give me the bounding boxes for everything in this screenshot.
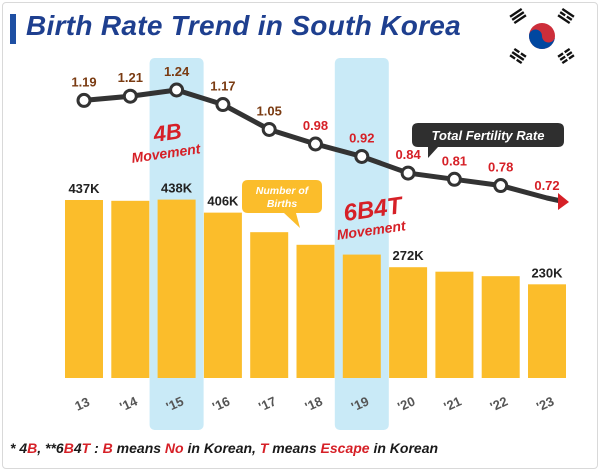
fertility-label-6: 0.98 (303, 118, 328, 133)
fertility-label-3: 1.24 (164, 64, 190, 79)
title-accent-bar (10, 14, 16, 44)
births-callout-bubble (242, 180, 322, 228)
fertility-label-5: 1.05 (257, 103, 282, 118)
x-tick-label-5: '17 (256, 393, 278, 414)
fertility-point-6 (308, 136, 323, 152)
fertility-point-8 (400, 165, 416, 181)
bar-label-1: 437K (68, 181, 100, 196)
bar-11 (528, 284, 566, 378)
fertility-label-11: 0.72 (534, 178, 559, 193)
chart-area: 437K 438K 406K 272K 230K 13 '14 '15 '16 '17 '18 '19… (65, 58, 569, 430)
fertility-callout-bubble (412, 123, 564, 158)
x-tick-label-6: '18 (303, 393, 325, 414)
bar-7 (342, 254, 381, 378)
bar-4 (203, 212, 242, 378)
fertility-callout-text: Total Fertility Rate (432, 128, 545, 143)
movement-label-1: 4B (151, 118, 183, 147)
bar-label-11: 230K (531, 265, 563, 280)
bar-6 (296, 244, 335, 378)
fertility-line-arrowhead (558, 193, 569, 210)
births-callout-text-2: Births (267, 198, 297, 210)
bar-label-8: 272K (393, 248, 425, 263)
fertility-line (81, 87, 564, 204)
fertility-label-9: 0.81 (442, 153, 467, 168)
fertility-label-10: 0.78 (488, 160, 513, 175)
x-tick-label-3: '15 (164, 393, 186, 414)
bar-3 (157, 199, 196, 378)
bar-10 (481, 276, 520, 378)
x-tick-label-9: '21 (441, 393, 463, 414)
x-tick-label-11: '23 (534, 393, 556, 414)
bar-2 (111, 200, 150, 378)
footnote: * 4B, **6B4T : B means No in Korean, T m… (10, 440, 439, 456)
fertility-point-10 (493, 178, 509, 194)
fertility-point-1 (76, 92, 92, 108)
fertility-point-4 (215, 97, 231, 113)
fertility-point-3 (169, 82, 185, 98)
bar-label-4: 406K (207, 194, 239, 209)
fertility-label-2: 1.21 (118, 70, 143, 85)
x-tick-label-4: '16 (210, 393, 232, 414)
bar-label-3: 438K (161, 181, 193, 196)
x-tick-label-8: '20 (395, 393, 417, 414)
fertility-label-4: 1.17 (210, 79, 235, 94)
south-korea-flag-icon (500, 4, 584, 68)
bar-9 (435, 271, 474, 378)
bar-5 (250, 232, 289, 378)
fertility-label-8: 0.84 (395, 147, 421, 162)
x-tick-label-2: '14 (117, 393, 140, 414)
fertility-point-5 (261, 121, 277, 137)
x-tick-label-7: '19 (349, 393, 371, 414)
fertility-label-7: 0.92 (349, 130, 374, 145)
fertility-point-9 (446, 171, 462, 187)
x-tick-label-1: 13 (73, 394, 92, 414)
births-callout-text-1: Number of (256, 185, 310, 197)
chart-title: Birth Rate Trend in South Korea (26, 10, 462, 41)
bar-8 (389, 267, 428, 378)
fertility-label-1: 1.19 (71, 74, 96, 89)
fertility-point-2 (122, 88, 138, 104)
fertility-point-7 (354, 148, 370, 164)
bar-1 (65, 200, 103, 378)
x-tick-label-10: '22 (488, 393, 510, 414)
